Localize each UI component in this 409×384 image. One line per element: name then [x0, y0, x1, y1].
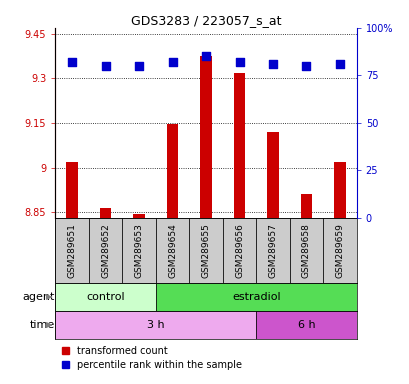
Bar — [189, 218, 222, 283]
Legend: transformed count, percentile rank within the sample: transformed count, percentile rank withi… — [60, 344, 243, 372]
Bar — [333, 162, 345, 218]
Text: control: control — [86, 292, 125, 302]
Text: agent: agent — [22, 292, 54, 302]
Bar — [133, 214, 144, 218]
Point — [202, 53, 209, 60]
Text: GSM289654: GSM289654 — [168, 223, 177, 278]
Bar — [233, 73, 245, 218]
Bar — [155, 218, 189, 283]
Bar — [166, 124, 178, 218]
Point — [69, 59, 75, 65]
Title: GDS3283 / 223057_s_at: GDS3283 / 223057_s_at — [130, 14, 281, 27]
Text: GSM289653: GSM289653 — [134, 223, 143, 278]
Text: GSM289651: GSM289651 — [67, 223, 76, 278]
Point — [135, 63, 142, 69]
Point — [169, 59, 175, 65]
Text: 6 h: 6 h — [297, 320, 315, 330]
Bar — [66, 162, 78, 218]
Bar — [155, 283, 356, 311]
Bar — [222, 218, 256, 283]
Point — [102, 63, 109, 69]
Bar — [300, 194, 312, 218]
Point — [336, 61, 342, 67]
Point — [236, 59, 242, 65]
Bar — [267, 132, 278, 218]
Bar — [55, 218, 89, 283]
Bar — [200, 56, 211, 218]
Text: GSM289658: GSM289658 — [301, 223, 310, 278]
Bar — [99, 208, 111, 218]
Text: 3 h: 3 h — [147, 320, 164, 330]
Point — [302, 63, 309, 69]
Bar — [122, 218, 155, 283]
Text: estradiol: estradiol — [231, 292, 280, 302]
Text: GSM289655: GSM289655 — [201, 223, 210, 278]
Bar — [289, 218, 322, 283]
Bar — [322, 218, 356, 283]
Text: time: time — [29, 320, 54, 330]
Bar — [256, 218, 289, 283]
Bar — [55, 283, 155, 311]
Bar — [89, 218, 122, 283]
Point — [269, 61, 276, 67]
Text: GSM289659: GSM289659 — [335, 223, 344, 278]
Bar — [256, 311, 356, 339]
Text: GSM289656: GSM289656 — [234, 223, 243, 278]
Text: GSM289652: GSM289652 — [101, 223, 110, 278]
Bar — [55, 311, 256, 339]
Text: GSM289657: GSM289657 — [268, 223, 277, 278]
